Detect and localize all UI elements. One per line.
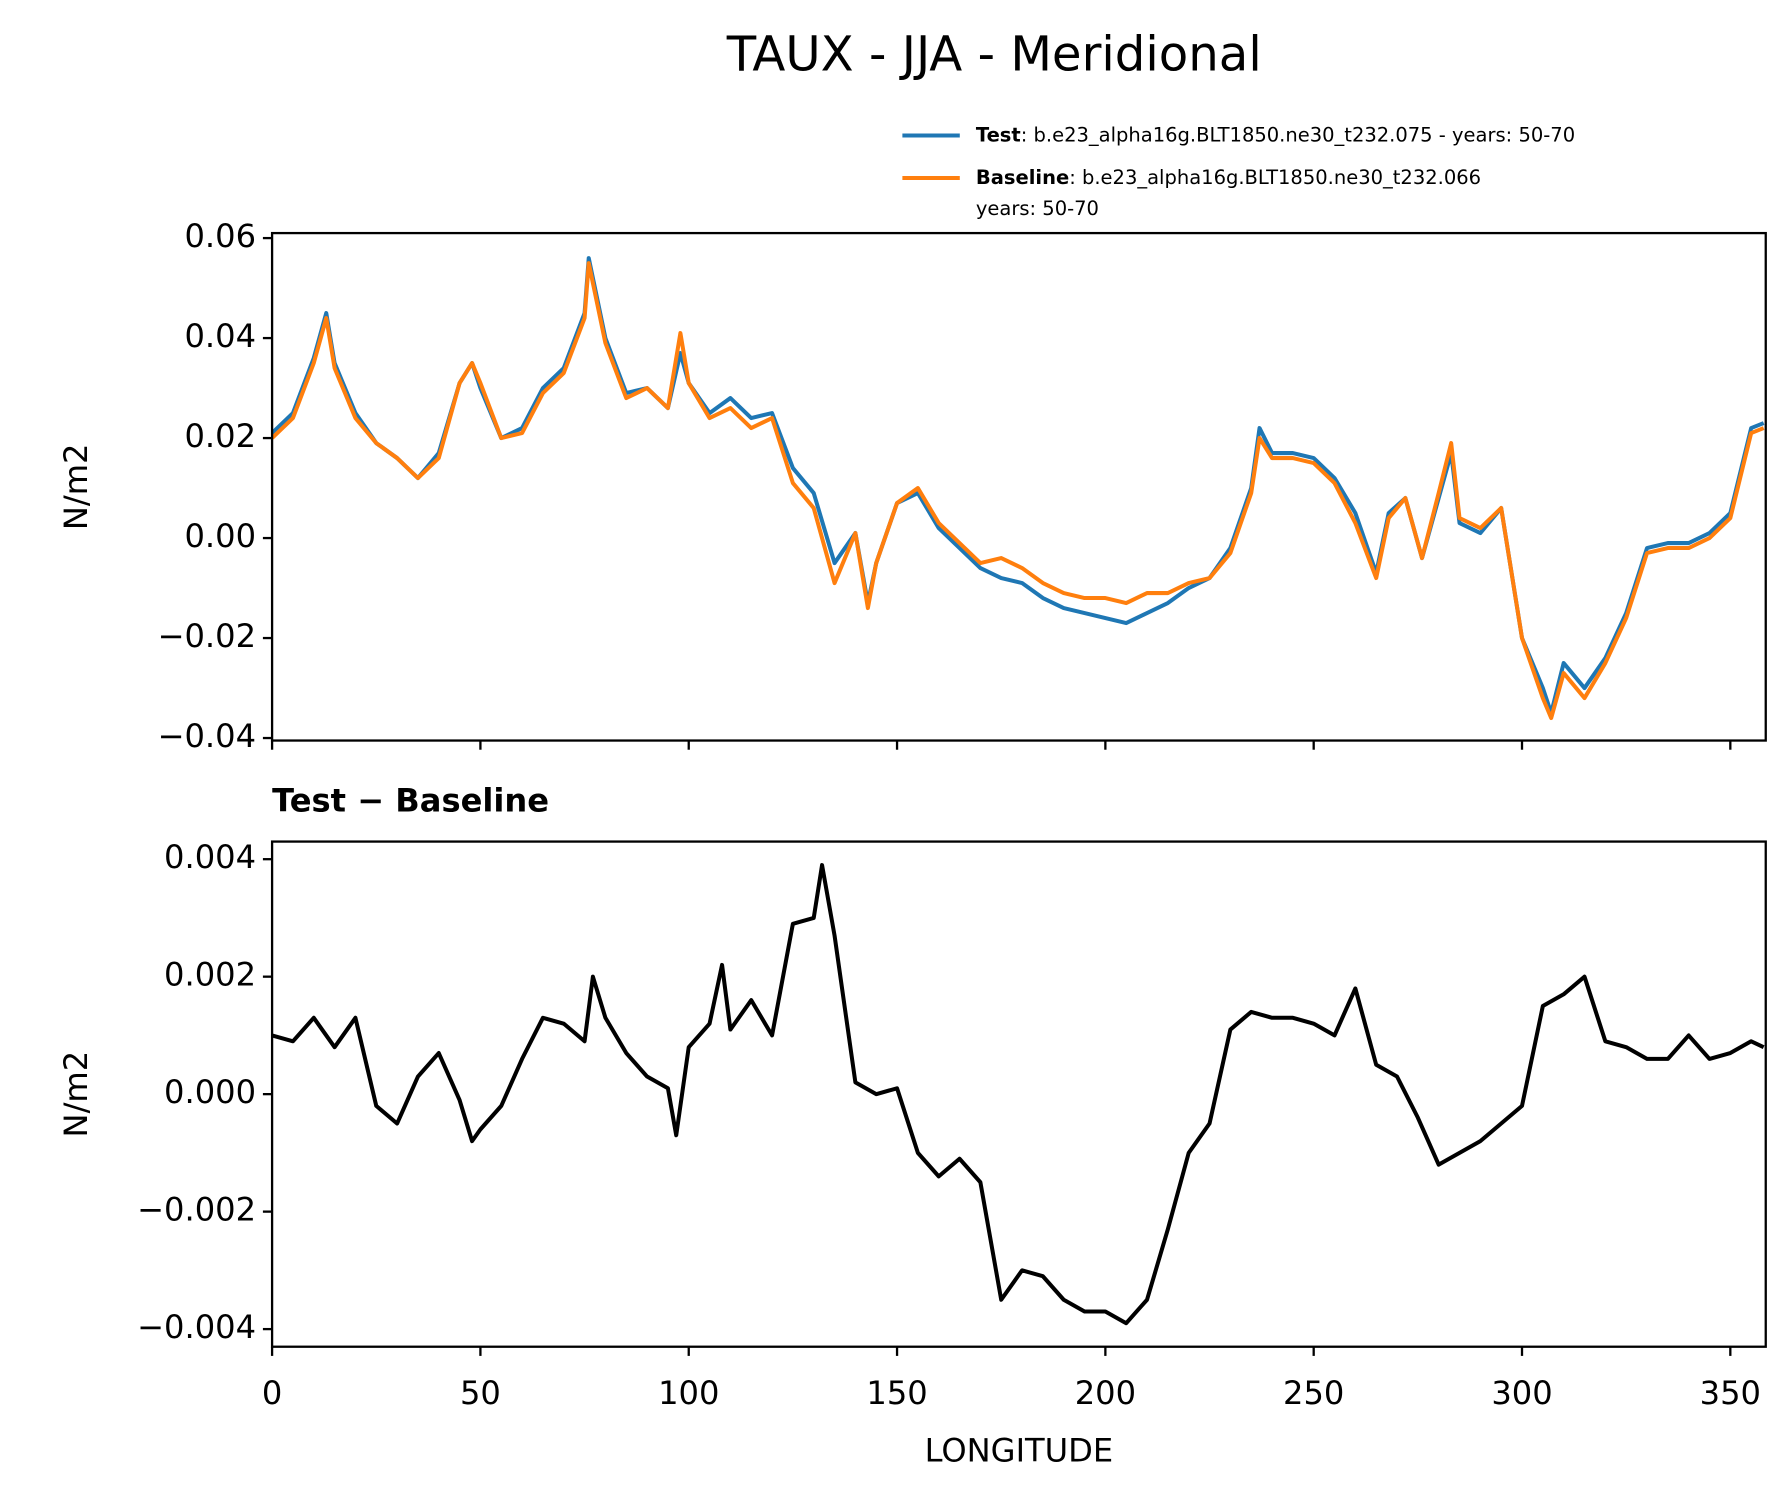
x-tick-label: 100 xyxy=(658,1374,719,1412)
x-tick-label: 50 xyxy=(460,1374,501,1412)
axes-frame xyxy=(270,231,1767,742)
y-tick-label: 0.004 xyxy=(164,838,256,876)
y-axis-label: N/m2 xyxy=(57,1051,95,1138)
axes-frame xyxy=(270,840,1767,1348)
x-tick-label: 250 xyxy=(1283,1374,1344,1412)
y-tick-label: 0.00 xyxy=(184,517,256,555)
y-tick-label: −0.02 xyxy=(158,617,256,655)
y-tick-label: 0.04 xyxy=(184,317,256,355)
data-line xyxy=(272,256,1765,716)
x-tick-label: 0 xyxy=(262,1374,282,1412)
y-tick-label: 0.000 xyxy=(164,1073,256,1111)
y-axis-label: N/m2 xyxy=(57,444,95,531)
x-axis-label: LONGITUDE xyxy=(925,1431,1114,1469)
legend-detail: years: 50-70 xyxy=(976,196,1099,219)
x-tick-label: 300 xyxy=(1491,1374,1552,1412)
y-tick-label: 0.02 xyxy=(184,417,256,455)
figure-title: TAUX - JJA - Meridional xyxy=(726,26,1262,82)
x-tick-label: 350 xyxy=(1700,1374,1761,1412)
legend-name: Baseline xyxy=(976,165,1069,188)
y-tick-label: −0.002 xyxy=(137,1191,256,1229)
data-line xyxy=(272,863,1765,1326)
legend-name: Test xyxy=(976,123,1021,146)
y-tick-label: 0.002 xyxy=(164,956,256,994)
legend-label: Baseline: b.e23_alpha16g.BLT1850.ne30_t2… xyxy=(976,165,1481,219)
plot-area xyxy=(272,863,1765,1326)
plot-area xyxy=(272,256,1765,721)
y-tick-label: 0.06 xyxy=(184,217,256,255)
x-tick-label: 200 xyxy=(1075,1374,1136,1412)
y-tick-label: −0.04 xyxy=(158,717,256,755)
legend-label: Test: b.e23_alpha16g.BLT1850.ne30_t232.0… xyxy=(976,123,1575,146)
x-tick-label: 150 xyxy=(866,1374,927,1412)
y-tick-label: −0.004 xyxy=(137,1308,256,1346)
legend-detail: : b.e23_alpha16g.BLT1850.ne30_t232.066 xyxy=(1069,165,1481,188)
subplot-title: Test − Baseline xyxy=(272,782,549,820)
legend-detail: : b.e23_alpha16g.BLT1850.ne30_t232.075 -… xyxy=(1021,123,1575,146)
data-line xyxy=(272,261,1765,721)
